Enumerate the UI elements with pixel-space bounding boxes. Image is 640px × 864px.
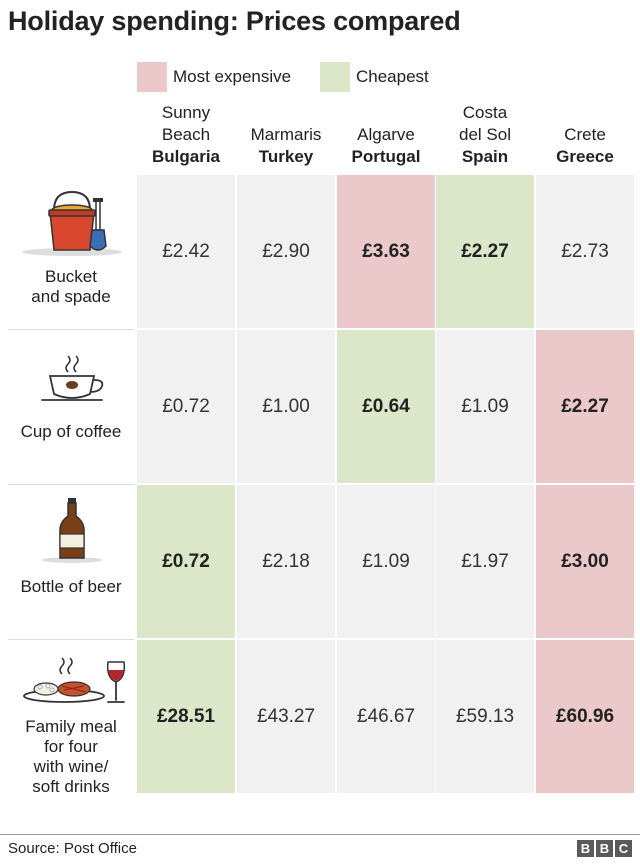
price-cell: £1.00 xyxy=(237,330,335,483)
column-header: Crete Greece xyxy=(535,124,635,168)
column-header: Marmaris Turkey xyxy=(236,124,336,168)
row-label-line: for four xyxy=(44,737,98,756)
bucket-and-spade-icon xyxy=(22,190,122,256)
column-header-country: Bulgaria xyxy=(151,147,221,166)
coffee-cup-icon xyxy=(41,355,104,401)
price-cell: £2.27 xyxy=(536,330,634,483)
row-divider xyxy=(8,484,134,485)
footer-divider xyxy=(0,834,640,835)
legend-label-most-expensive: Most expensive xyxy=(173,67,292,86)
beer-bottle-icon xyxy=(42,498,102,563)
price-cell: £59.13 xyxy=(436,640,534,793)
row-divider xyxy=(8,639,134,640)
legend-label-cheapest: Cheapest xyxy=(356,67,429,86)
column-header-country: Turkey xyxy=(258,147,314,166)
bbc-logo-letter: C xyxy=(615,840,632,857)
meal-and-wine-icon xyxy=(23,657,126,703)
price-cell: £43.27 xyxy=(237,640,335,793)
legend-swatch-most-expensive xyxy=(137,62,167,92)
price-cell: £28.51 xyxy=(137,640,235,793)
column-header-location: Beach xyxy=(161,125,211,144)
column-header-location: del Sol xyxy=(459,125,511,144)
legend-swatch-cheapest xyxy=(320,62,350,92)
row-label: Bucket and spade xyxy=(8,267,134,307)
price-cell: £2.27 xyxy=(436,175,534,328)
row-label: Cup of coffee xyxy=(8,422,134,442)
column-header-country: Portugal xyxy=(351,147,421,166)
row-label: Bottle of beer xyxy=(8,577,134,597)
bbc-logo-letter: B xyxy=(577,840,594,857)
price-cell: £1.09 xyxy=(436,330,534,483)
row-label-line: soft drinks xyxy=(32,777,110,796)
column-header-location: Costa xyxy=(462,103,508,122)
price-cell: £3.00 xyxy=(536,485,634,638)
price-cell: £0.72 xyxy=(137,485,235,638)
column-header-country: Spain xyxy=(461,147,509,166)
column-header-location: Algarve xyxy=(357,125,415,144)
column-header-location: Crete xyxy=(564,125,606,144)
column-header: Costa del Sol Spain xyxy=(435,102,535,168)
source-note: Source: Post Office xyxy=(8,840,137,857)
price-cell: £3.63 xyxy=(337,175,435,328)
row-label: Family meal for four with wine/soft drinks xyxy=(8,717,134,797)
row-divider xyxy=(8,329,134,330)
column-header: Sunny Beach Bulgaria xyxy=(136,102,236,168)
price-cell: £1.09 xyxy=(337,485,435,638)
row-label-line: and spade xyxy=(31,287,111,306)
price-cell: £1.97 xyxy=(436,485,534,638)
column-header-location: Marmaris xyxy=(250,125,322,144)
price-cell: £2.42 xyxy=(137,175,235,328)
row-label-line: Family meal xyxy=(25,717,117,736)
price-cell: £0.64 xyxy=(337,330,435,483)
row-label-line: Bucket xyxy=(45,267,97,286)
price-cell: £46.67 xyxy=(337,640,435,793)
column-header: Algarve Portugal xyxy=(336,124,436,168)
price-cell: £0.72 xyxy=(137,330,235,483)
row-label-line: with wine/ xyxy=(33,757,109,776)
column-header-location: Sunny xyxy=(161,103,211,122)
bbc-logo-letter: B xyxy=(596,840,613,857)
row-label-line: Cup of coffee xyxy=(20,422,122,441)
price-cell: £2.90 xyxy=(237,175,335,328)
bbc-logo: B B C xyxy=(577,840,632,857)
price-cell: £2.18 xyxy=(237,485,335,638)
price-cell: £60.96 xyxy=(536,640,634,793)
chart-title: Holiday spending: Prices compared xyxy=(8,6,461,36)
price-cell: £2.73 xyxy=(536,175,634,328)
row-label-line: Bottle of beer xyxy=(20,577,122,596)
column-header-country: Greece xyxy=(556,147,614,166)
